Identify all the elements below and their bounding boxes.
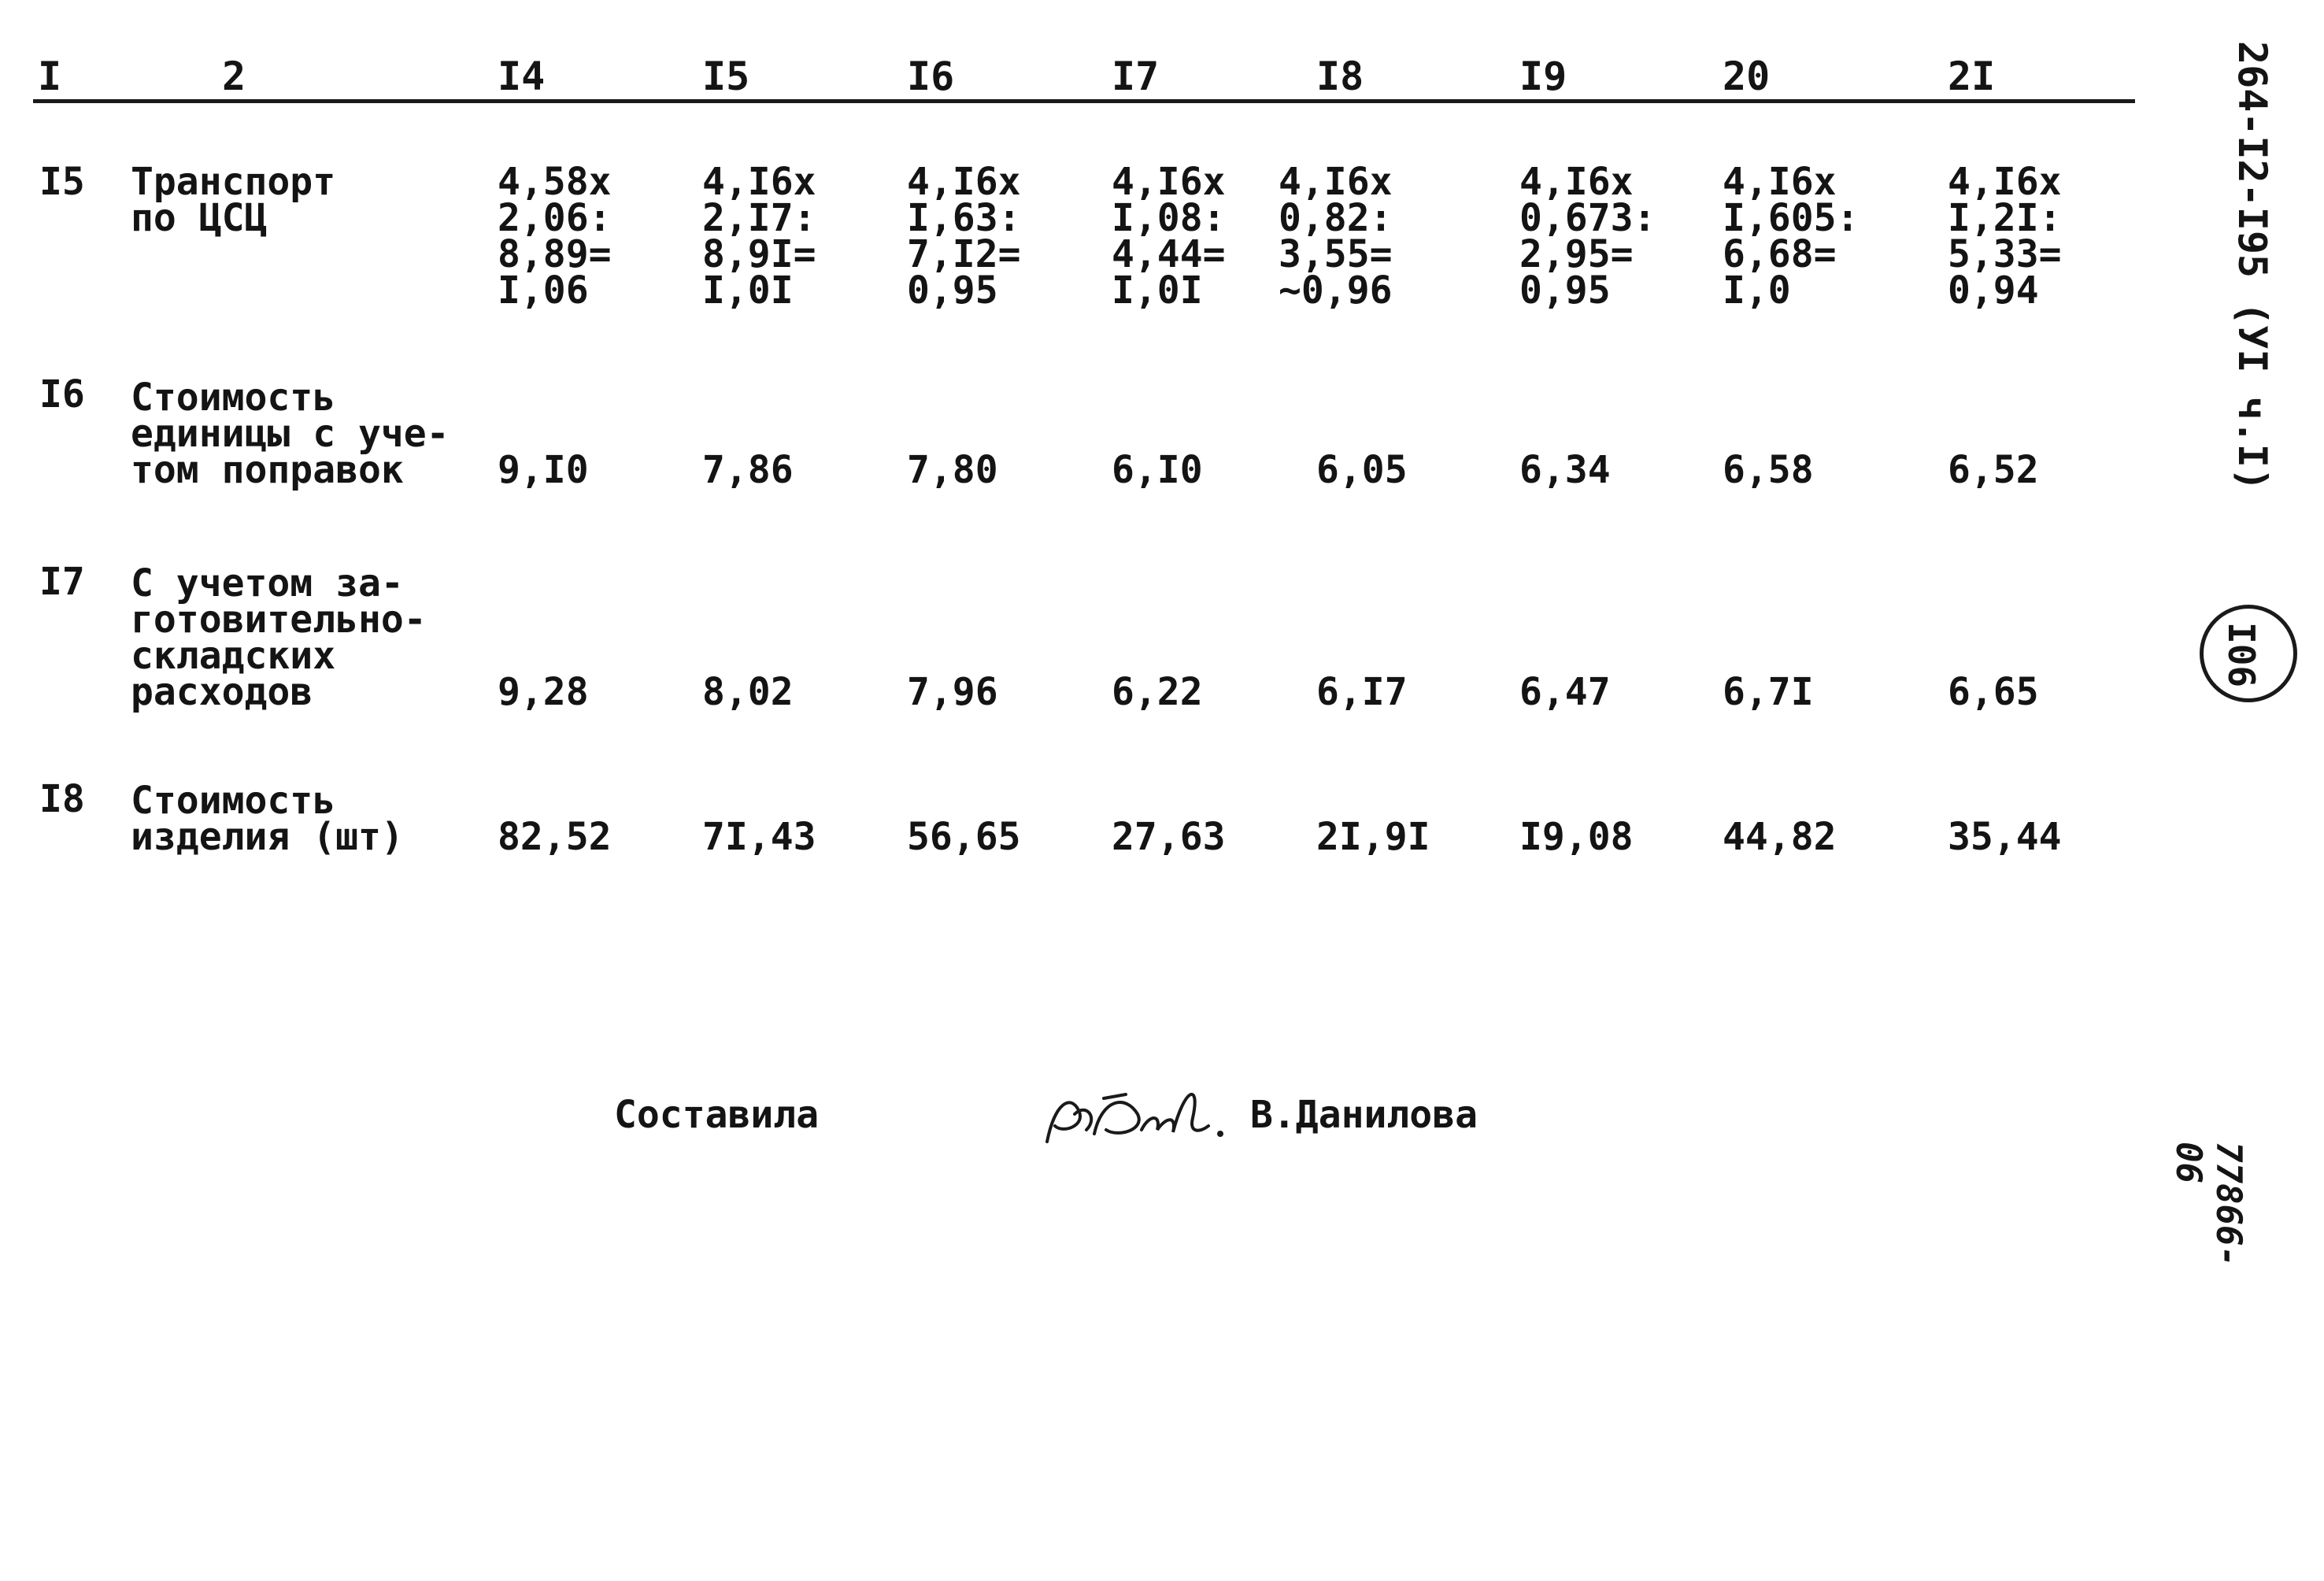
table-cell: 4,I6x I,08: 4,44= I,0I: [1112, 160, 1226, 313]
table-cell: 7I,43: [702, 815, 816, 859]
table-cell: 56,65: [907, 815, 1021, 859]
row-label: С учетом за- готовительно- складских рас…: [131, 561, 427, 714]
table-cell: 4,58x 2,06: 8,89= I,06: [498, 160, 612, 313]
table-cell: 27,63: [1112, 815, 1226, 859]
archive-number: 77866-06: [2168, 1142, 2248, 1267]
table-cell: 4,I6x I,2I: 5,33= 0,94: [1948, 160, 2062, 313]
table-cell: 82,52: [498, 815, 612, 859]
row-number: I7: [39, 560, 85, 604]
table-cell: 2I,9I: [1316, 815, 1430, 859]
header-rule: [33, 99, 2135, 103]
header-col-18: I8: [1316, 54, 1364, 99]
table-cell: 35,44: [1948, 815, 2062, 859]
row-number: I6: [39, 372, 85, 417]
table-cell: 8,02: [702, 670, 794, 714]
header-col-15: I5: [702, 54, 750, 99]
row-label: Стоимость изделия (шт): [131, 779, 404, 859]
table-cell: 6,22: [1112, 670, 1203, 714]
header-col-16: I6: [907, 54, 955, 99]
page-number: I06: [2220, 622, 2263, 688]
table-cell: I9,08: [1519, 815, 1634, 859]
header-col-2: 2: [222, 54, 246, 99]
header-col-21: 2I: [1948, 54, 1996, 99]
table-cell: 6,47: [1519, 670, 1611, 714]
table-cell: 6,I0: [1112, 448, 1203, 492]
table-cell: 6,65: [1948, 670, 2039, 714]
table-cell: 9,28: [498, 670, 589, 714]
table-cell: 44,82: [1723, 815, 1837, 859]
header-col-14: I4: [498, 54, 546, 99]
table-cell: 4,I6x 0,673: 2,95= 0,95: [1519, 160, 1656, 313]
table-cell: 6,52: [1948, 448, 2039, 492]
row-number: I5: [39, 160, 85, 204]
header-col-19: I9: [1519, 54, 1567, 99]
table-cell: 7,96: [907, 670, 998, 714]
header-col-20: 20: [1723, 54, 1771, 99]
table-cell: 7,80: [907, 448, 998, 492]
table-cell: 6,7I: [1723, 670, 1814, 714]
row-number: I8: [39, 777, 85, 821]
row-label: Транспорт по ЦСЦ: [131, 160, 336, 240]
page-number-circle: [2200, 605, 2297, 702]
table-cell: 9,I0: [498, 448, 589, 492]
signature-label: Составила: [614, 1093, 820, 1137]
document-code: 264-I2-I95 (УI ч.I): [2230, 41, 2275, 491]
handwritten-signature: [1045, 1093, 1223, 1143]
table-cell: 6,I7: [1316, 670, 1408, 714]
header-col-1: I: [38, 54, 62, 99]
table-cell: 4,I6x 0,82: 3,55= ~0,96: [1279, 160, 1393, 313]
signature-name: В.Данилова: [1250, 1093, 1478, 1137]
table-cell: 4,I6x I,63: 7,I2= 0,95: [907, 160, 1021, 313]
table-cell: 6,58: [1723, 448, 1814, 492]
header-col-17: I7: [1112, 54, 1160, 99]
table-cell: 6,05: [1316, 448, 1408, 492]
table-cell: 6,34: [1519, 448, 1611, 492]
table-cell: 4,I6x 2,I7: 8,9I= I,0I: [702, 160, 816, 313]
table-cell: 7,86: [702, 448, 794, 492]
table-cell: 4,I6x I,605: 6,68= I,0: [1723, 160, 1860, 313]
row-label: Стоимость единицы с уче- том поправок: [131, 376, 450, 492]
